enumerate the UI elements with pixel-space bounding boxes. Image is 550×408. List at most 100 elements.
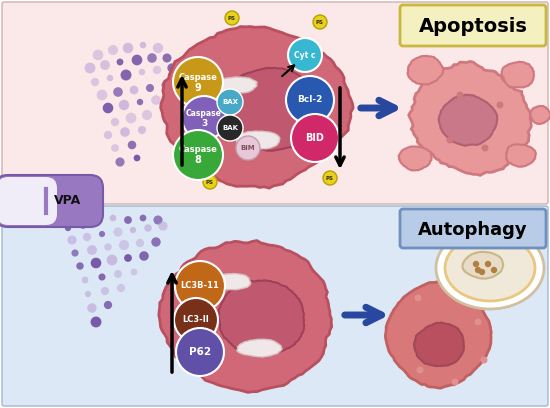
Circle shape bbox=[117, 284, 125, 292]
Text: PS: PS bbox=[228, 16, 236, 20]
Circle shape bbox=[447, 137, 454, 144]
Circle shape bbox=[83, 233, 91, 241]
Polygon shape bbox=[161, 27, 353, 188]
Polygon shape bbox=[408, 56, 443, 84]
Circle shape bbox=[153, 215, 163, 224]
Circle shape bbox=[146, 84, 154, 92]
Circle shape bbox=[125, 113, 136, 123]
Circle shape bbox=[313, 15, 327, 29]
FancyBboxPatch shape bbox=[0, 175, 103, 227]
Circle shape bbox=[153, 43, 163, 53]
Circle shape bbox=[479, 269, 485, 275]
Circle shape bbox=[104, 301, 112, 309]
Polygon shape bbox=[212, 273, 251, 290]
Circle shape bbox=[236, 136, 260, 160]
FancyBboxPatch shape bbox=[2, 2, 548, 204]
Circle shape bbox=[153, 66, 161, 74]
Circle shape bbox=[92, 50, 103, 60]
Polygon shape bbox=[414, 323, 464, 366]
Polygon shape bbox=[506, 144, 536, 167]
Circle shape bbox=[91, 78, 99, 86]
Text: BIM: BIM bbox=[241, 145, 255, 151]
Circle shape bbox=[113, 227, 123, 237]
FancyBboxPatch shape bbox=[400, 5, 546, 46]
Circle shape bbox=[91, 317, 101, 328]
Circle shape bbox=[116, 157, 124, 166]
Polygon shape bbox=[237, 339, 282, 357]
Circle shape bbox=[109, 215, 117, 221]
Circle shape bbox=[475, 267, 481, 273]
Polygon shape bbox=[159, 241, 332, 392]
Circle shape bbox=[117, 59, 123, 65]
Polygon shape bbox=[502, 62, 534, 87]
Circle shape bbox=[130, 86, 139, 94]
Circle shape bbox=[144, 224, 152, 232]
Ellipse shape bbox=[436, 227, 544, 309]
Circle shape bbox=[162, 53, 172, 62]
Circle shape bbox=[98, 273, 106, 281]
Circle shape bbox=[481, 357, 487, 364]
Text: PS: PS bbox=[326, 175, 334, 180]
Circle shape bbox=[288, 38, 322, 72]
Circle shape bbox=[456, 291, 464, 299]
Polygon shape bbox=[222, 68, 320, 151]
Circle shape bbox=[491, 267, 497, 273]
Circle shape bbox=[104, 243, 112, 251]
Circle shape bbox=[497, 102, 503, 109]
Text: Caspase: Caspase bbox=[186, 109, 222, 118]
Circle shape bbox=[123, 43, 133, 53]
Circle shape bbox=[130, 268, 138, 275]
Circle shape bbox=[120, 127, 130, 137]
Text: LC3B-11: LC3B-11 bbox=[180, 282, 219, 290]
Text: VPA: VPA bbox=[54, 195, 81, 208]
Circle shape bbox=[113, 87, 123, 97]
Circle shape bbox=[174, 298, 218, 342]
FancyBboxPatch shape bbox=[400, 209, 546, 248]
Circle shape bbox=[107, 75, 113, 81]
Text: BAX: BAX bbox=[222, 99, 238, 105]
Circle shape bbox=[119, 100, 129, 110]
Circle shape bbox=[114, 270, 122, 278]
Circle shape bbox=[151, 95, 161, 105]
Circle shape bbox=[128, 141, 136, 149]
Polygon shape bbox=[438, 95, 497, 146]
Circle shape bbox=[182, 96, 226, 140]
Circle shape bbox=[99, 231, 105, 237]
Circle shape bbox=[416, 366, 424, 373]
Circle shape bbox=[286, 76, 334, 124]
Circle shape bbox=[111, 118, 119, 126]
Circle shape bbox=[167, 63, 177, 73]
Circle shape bbox=[140, 42, 146, 48]
Circle shape bbox=[225, 11, 239, 25]
Text: PS: PS bbox=[206, 180, 214, 184]
Polygon shape bbox=[399, 146, 432, 171]
Circle shape bbox=[87, 303, 97, 313]
Ellipse shape bbox=[445, 235, 535, 301]
Text: 8: 8 bbox=[195, 155, 201, 165]
Text: Cyt c: Cyt c bbox=[294, 51, 316, 60]
Circle shape bbox=[72, 249, 79, 257]
Circle shape bbox=[323, 171, 337, 185]
Circle shape bbox=[78, 219, 87, 229]
Circle shape bbox=[124, 216, 132, 224]
Circle shape bbox=[456, 91, 464, 98]
Circle shape bbox=[104, 131, 112, 139]
Text: BID: BID bbox=[306, 133, 324, 143]
Circle shape bbox=[111, 144, 119, 152]
Text: P62: P62 bbox=[189, 347, 211, 357]
Polygon shape bbox=[463, 252, 503, 279]
Circle shape bbox=[100, 60, 110, 70]
Text: 9: 9 bbox=[195, 83, 201, 93]
Circle shape bbox=[136, 239, 144, 247]
Circle shape bbox=[147, 53, 157, 63]
Circle shape bbox=[162, 82, 168, 89]
Circle shape bbox=[131, 55, 142, 65]
Circle shape bbox=[95, 217, 102, 224]
Text: BAK: BAK bbox=[222, 125, 238, 131]
Circle shape bbox=[103, 103, 113, 113]
Circle shape bbox=[140, 215, 146, 222]
Circle shape bbox=[452, 379, 459, 386]
Polygon shape bbox=[236, 131, 280, 149]
Text: Bcl-2: Bcl-2 bbox=[298, 95, 323, 104]
Circle shape bbox=[108, 45, 118, 55]
